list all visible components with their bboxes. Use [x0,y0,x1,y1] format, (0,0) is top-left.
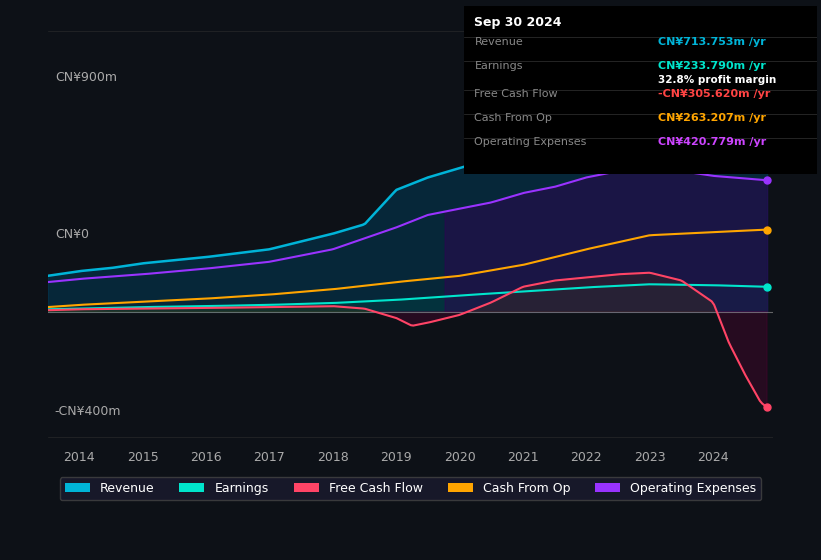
Text: 32.8% profit margin: 32.8% profit margin [658,75,777,85]
Text: Sep 30 2024: Sep 30 2024 [475,16,562,29]
Text: Earnings: Earnings [475,60,523,71]
Text: Operating Expenses: Operating Expenses [475,137,587,147]
Text: CN¥263.207m /yr: CN¥263.207m /yr [658,113,766,123]
Text: CN¥233.790m /yr: CN¥233.790m /yr [658,60,766,71]
Text: Revenue: Revenue [475,36,523,46]
Text: -CN¥305.620m /yr: -CN¥305.620m /yr [658,90,770,100]
Text: -CN¥400m: -CN¥400m [55,405,122,418]
Text: Free Cash Flow: Free Cash Flow [475,90,558,100]
Legend: Revenue, Earnings, Free Cash Flow, Cash From Op, Operating Expenses: Revenue, Earnings, Free Cash Flow, Cash … [60,477,761,500]
Text: CN¥900m: CN¥900m [55,71,117,84]
Text: CN¥713.753m /yr: CN¥713.753m /yr [658,36,766,46]
Text: CN¥420.779m /yr: CN¥420.779m /yr [658,137,766,147]
Text: Cash From Op: Cash From Op [475,113,553,123]
Text: CN¥0: CN¥0 [55,228,89,241]
